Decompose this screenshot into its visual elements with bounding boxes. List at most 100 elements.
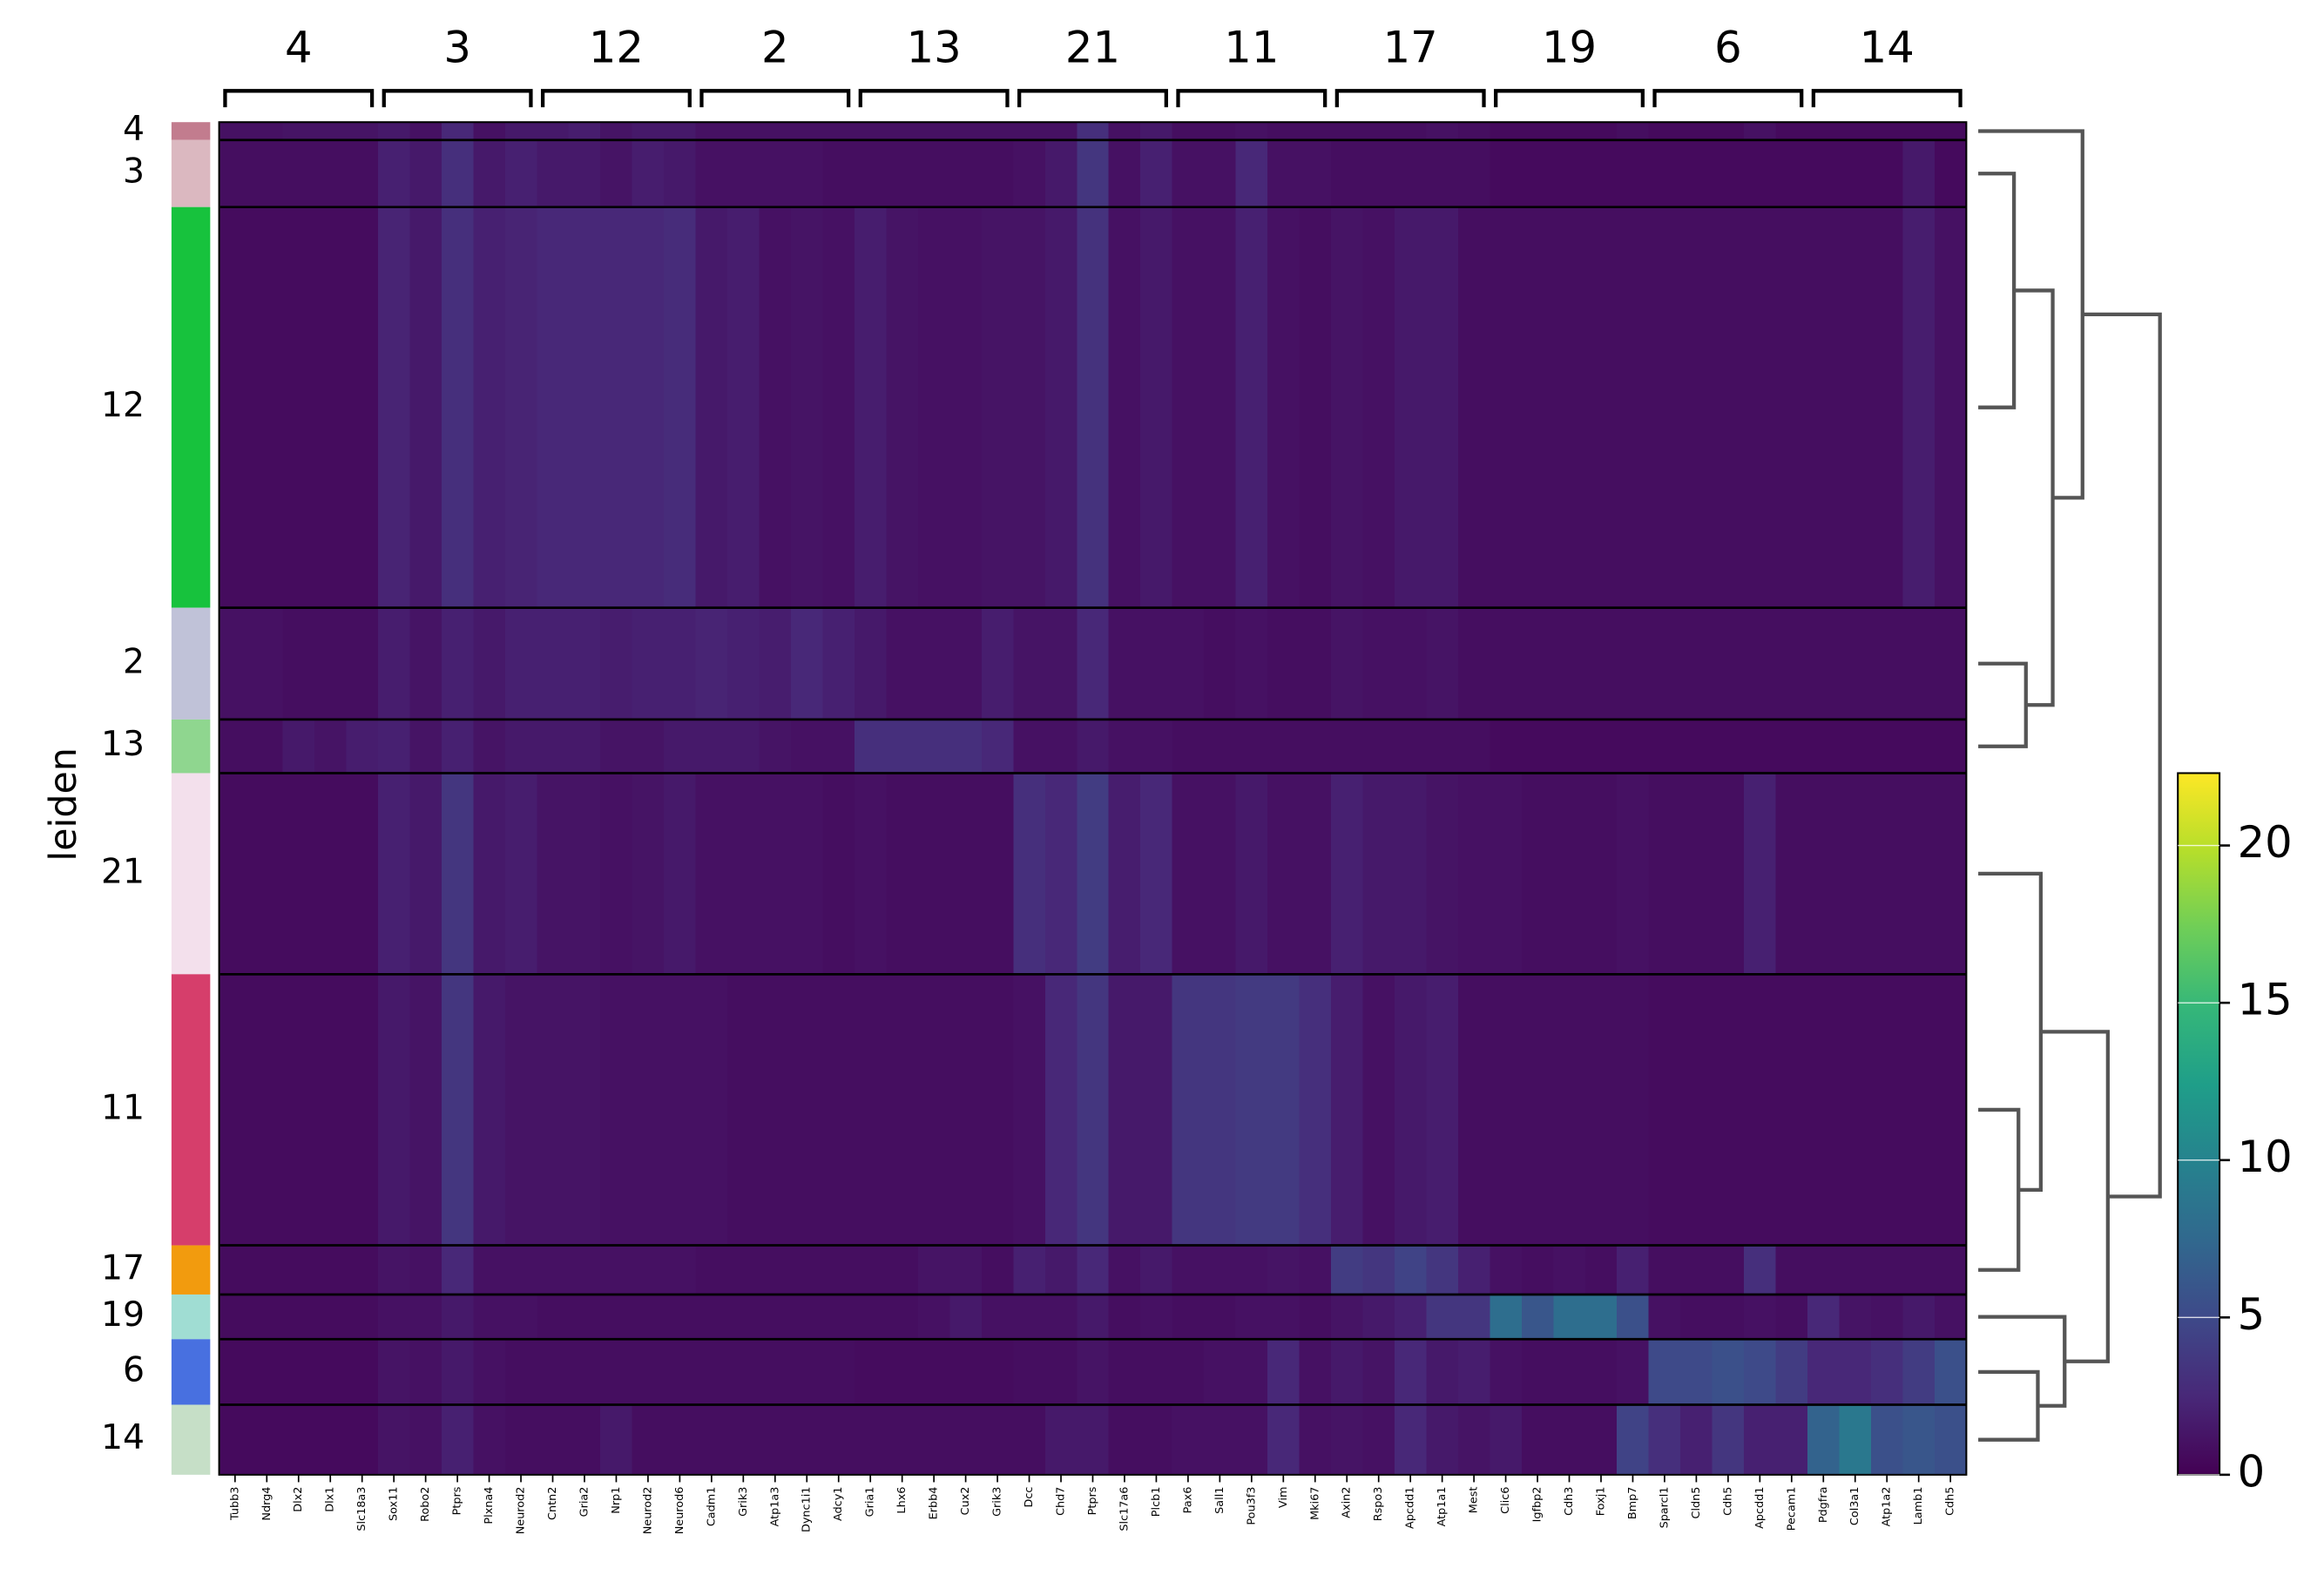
heatmap-cell	[917, 122, 950, 140]
heatmap-cell	[727, 607, 760, 720]
heatmap-cell	[854, 1245, 887, 1295]
heatmap-cell	[346, 1404, 379, 1475]
heatmap-cell	[1044, 773, 1078, 975]
heatmap-cell	[314, 773, 347, 975]
heatmap-cell	[759, 773, 792, 975]
heatmap-cell	[1426, 974, 1459, 1246]
heatmap-cell	[981, 1294, 1014, 1340]
heatmap-cell	[251, 139, 284, 207]
x-tick-label: Clic6	[1499, 1487, 1512, 1514]
heatmap-cell	[1362, 974, 1395, 1246]
heatmap-cell	[981, 206, 1014, 608]
colorbar-tick-label: 20	[2238, 817, 2293, 868]
heatmap-cell	[1140, 1294, 1173, 1340]
heatmap-cell	[1870, 1404, 1903, 1475]
heatmap-cell	[1807, 1245, 1841, 1295]
heatmap-cell	[1299, 607, 1332, 720]
heatmap-cell	[1204, 1404, 1237, 1475]
x-tick-label: Pdgfra	[1817, 1487, 1830, 1524]
heatmap-cell	[504, 1404, 537, 1475]
heatmap-cell	[1077, 719, 1110, 774]
group-label: 13	[907, 23, 962, 73]
heatmap-cell	[1426, 607, 1459, 720]
heatmap-cell	[537, 719, 570, 774]
heatmap-cell	[1775, 206, 1808, 608]
heatmap-cell	[949, 773, 983, 975]
heatmap-cell	[854, 607, 887, 720]
heatmap-cell	[1617, 1339, 1650, 1405]
heatmap-cell	[1013, 139, 1046, 207]
heatmap-cell	[219, 1294, 252, 1340]
heatmap-cell	[1235, 122, 1268, 140]
heatmap-cell	[695, 607, 728, 720]
heatmap-cell	[1744, 206, 1777, 608]
heatmap-cell	[1775, 773, 1808, 975]
heatmap-cell	[727, 1245, 760, 1295]
heatmap-cell	[1044, 1339, 1078, 1405]
heatmap-cell	[632, 1245, 665, 1295]
heatmap-cell	[1553, 206, 1586, 608]
heatmap-cell	[1172, 607, 1205, 720]
heatmap-cell	[219, 607, 252, 720]
heatmap-cell	[695, 206, 728, 608]
heatmap-cell	[568, 719, 601, 774]
heatmap-cell	[1331, 773, 1363, 975]
heatmap-cell	[1648, 1339, 1681, 1405]
group-bracket	[1652, 89, 1804, 108]
heatmap-cell	[1839, 139, 1872, 207]
heatmap-cell	[1267, 1404, 1300, 1475]
heatmap-cell	[1680, 773, 1713, 975]
heatmap-cell	[377, 206, 410, 608]
heatmap-cell	[1839, 974, 1872, 1246]
heatmap-cell	[600, 139, 633, 207]
heatmap-cell	[1902, 773, 1936, 975]
heatmap-cell	[1934, 719, 1967, 774]
heatmap-cell	[1044, 974, 1078, 1246]
heatmap-cell	[600, 974, 633, 1246]
heatmap-cell	[917, 139, 950, 207]
heatmap-cell	[1299, 719, 1332, 774]
x-tick-label: Mki67	[1308, 1487, 1321, 1520]
heatmap-cell	[377, 719, 410, 774]
heatmap-cell	[1553, 1245, 1586, 1295]
heatmap-cell	[314, 719, 347, 774]
heatmap-cell	[1457, 122, 1490, 140]
heatmap-cell	[1775, 1404, 1808, 1475]
heatmap-cell	[1617, 719, 1650, 774]
x-tick-label: Slc17a6	[1118, 1487, 1131, 1531]
heatmap-cell	[314, 139, 347, 207]
heatmap-cell	[1426, 1294, 1459, 1340]
x-tick-label: Cldn5	[1690, 1487, 1703, 1519]
x-tick-label: Gria2	[578, 1487, 591, 1518]
group-label: 3	[443, 23, 471, 73]
heatmap-cell	[1204, 974, 1237, 1246]
heatmap-cell	[1267, 719, 1300, 774]
heatmap-cell	[1108, 122, 1141, 140]
heatmap-cell	[1077, 139, 1110, 207]
x-tick-label: Atp1a3	[768, 1487, 781, 1527]
heatmap-cell	[1235, 773, 1268, 975]
cluster-label: 11	[101, 1088, 145, 1127]
heatmap-cell	[632, 206, 665, 608]
heatmap-cell	[854, 974, 887, 1246]
heatmap-cell	[1902, 1294, 1936, 1340]
heatmap-cell	[346, 122, 379, 140]
heatmap-cell	[1617, 607, 1650, 720]
heatmap-cell	[1712, 974, 1745, 1246]
heatmap-cell	[695, 1339, 728, 1405]
heatmap-cell	[282, 206, 315, 608]
heatmap-cell	[1044, 1245, 1078, 1295]
heatmap-cell	[759, 1245, 792, 1295]
heatmap-cell	[1108, 974, 1141, 1246]
heatmap-cell	[1490, 122, 1523, 140]
heatmap-cell	[1331, 139, 1363, 207]
heatmap-cell	[854, 139, 887, 207]
heatmap-cell	[504, 607, 537, 720]
heatmap-cell	[1331, 122, 1363, 140]
heatmap-cell	[1680, 122, 1713, 140]
x-tick-label: Cdh3	[1563, 1487, 1576, 1516]
heatmap-cell	[1299, 139, 1332, 207]
heatmap-cell	[1839, 773, 1872, 975]
heatmap-cell	[886, 1404, 919, 1475]
